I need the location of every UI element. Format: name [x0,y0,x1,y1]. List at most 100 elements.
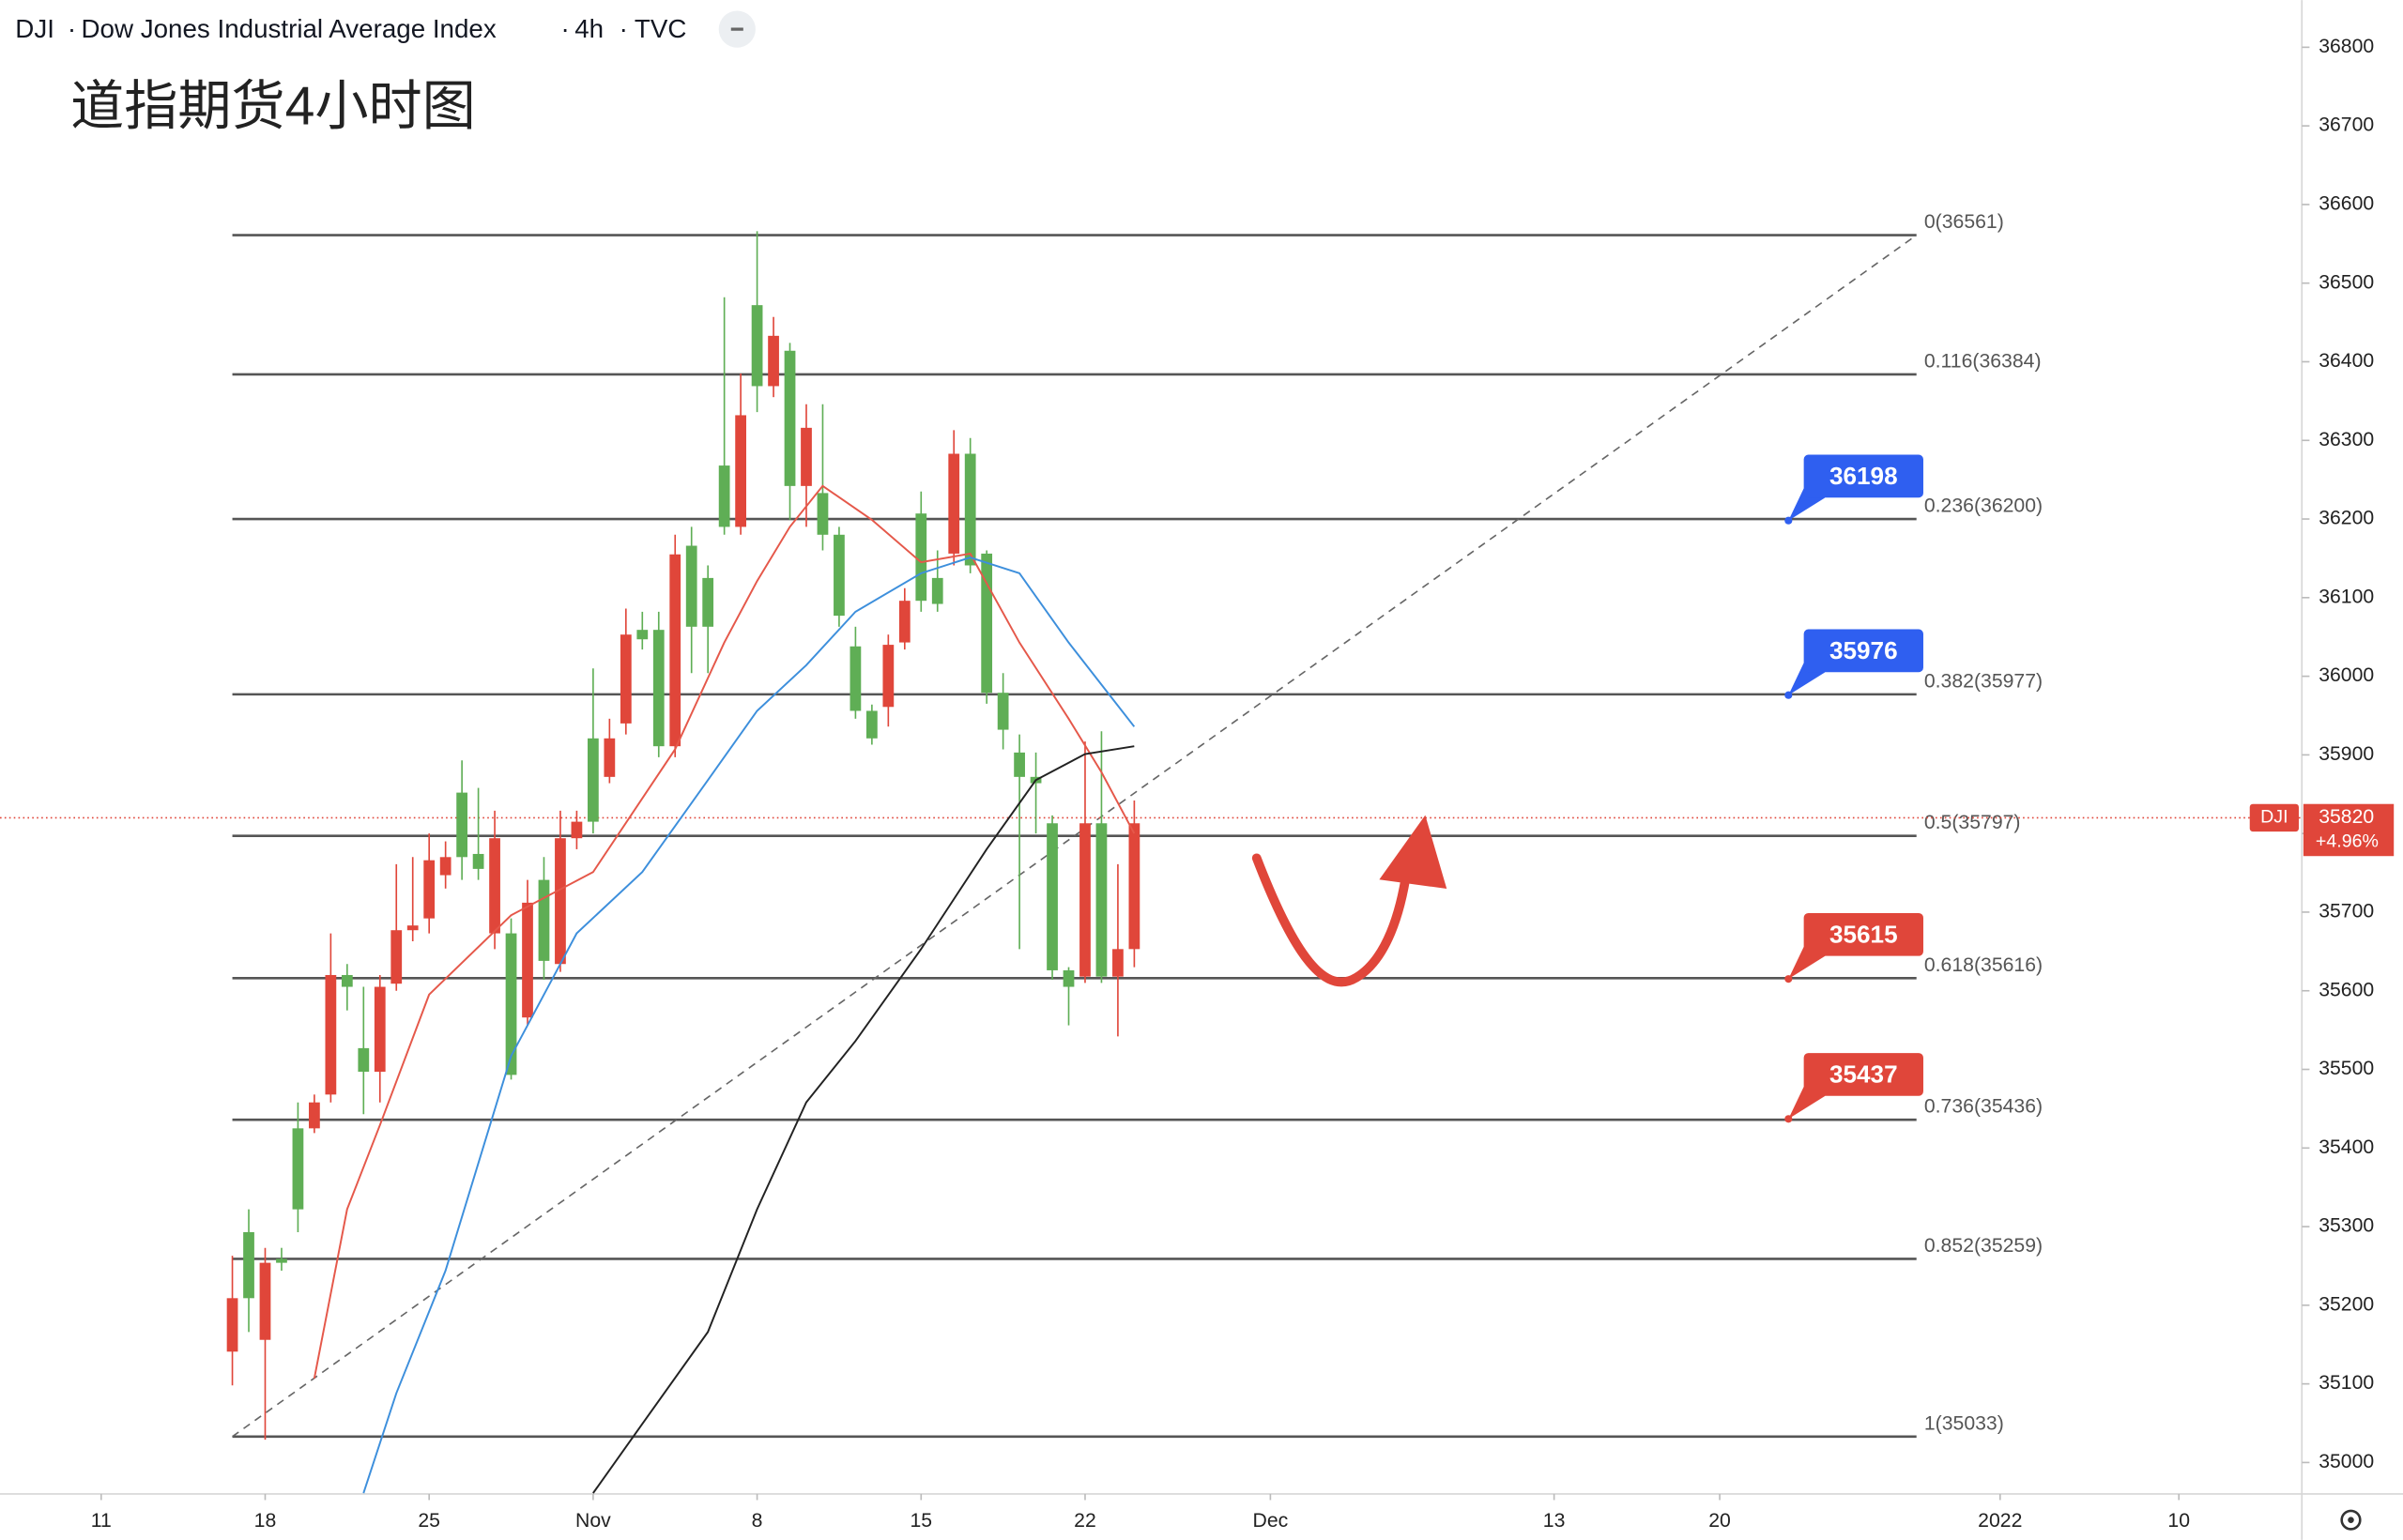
candle-body [505,933,517,1075]
y-tick-label: 35600 [2319,979,2374,1000]
y-tick-label: 35400 [2319,1136,2374,1158]
arrow-curve [1251,853,1412,987]
fib-label: 1(35033) [1924,1412,2004,1434]
y-tick-label: 36400 [2319,350,2374,372]
separator: · [68,14,76,43]
candle-body [259,1262,271,1340]
x-tick-label: 11 [91,1510,112,1532]
candle-body [997,693,1009,730]
arrow-head [1379,815,1447,890]
price-tag [1803,629,1923,673]
candle-body [226,1298,238,1352]
last-price-box [2303,803,2395,857]
plot: 0(36561) 0.116(36384) 0.236(36200) 0.382(35… [0,211,2303,1494]
candle-body [1063,969,1075,987]
moving-average [362,557,1136,1494]
candle-body [522,902,533,1018]
price-tag-label: 35976 [1829,636,1898,664]
candle-body [1014,752,1025,777]
x-tick-label: 15 [910,1510,932,1532]
source: TVC [635,14,686,43]
last-price-symbol-box [2249,803,2299,832]
candle-body [718,465,730,527]
candle-body [341,974,353,987]
candle-body [243,1231,254,1299]
candle-body [849,646,862,711]
candle-body [931,577,943,604]
candle-body [636,630,649,640]
candle-body [702,577,714,627]
separator: · [561,14,570,43]
candle-body [1095,823,1108,977]
candle-body [652,630,665,747]
candle-body [768,335,779,387]
x-tick-label: 10 [2167,1510,2190,1532]
candle-body [588,738,599,822]
candle-body [571,821,583,839]
last-price-change: +4.96% [2316,831,2379,852]
x-tick-label: 8 [752,1510,763,1532]
separator: · [620,14,628,43]
price-tag-label: 36198 [1829,462,1898,490]
moving-average [313,484,1136,1380]
price-tag-label: 35615 [1829,920,1898,948]
candle-body [981,553,993,694]
candle-body [1079,823,1091,977]
candle-body [1047,823,1058,970]
last-price-symbol: DJI [2260,807,2288,828]
x-tick-label: 2022 [1978,1510,2022,1532]
candle-body [669,554,681,747]
candle-body [439,857,452,876]
y-tick-label: 36700 [2319,114,2374,136]
price-tag [1803,912,1923,956]
price-tag [1803,454,1923,498]
chart-title: 道指期货4小时图 [70,77,476,137]
x-tick-label: 13 [1543,1510,1566,1532]
candle-body [358,1047,370,1073]
settings-icon[interactable] [2340,1509,2362,1531]
x-tick-label: 20 [1708,1510,1731,1532]
candle-body [325,974,337,1095]
y-tick-label: 35500 [2319,1058,2374,1079]
x-tick-label: Dec [1253,1510,1289,1532]
y-tick-label: 35700 [2319,901,2374,922]
last-price-value: 35820 [2319,806,2374,828]
fib-label: 0.736(35436) [1924,1096,2043,1118]
fib-label: 0(36561) [1924,211,2004,233]
fib-label: 0.116(36384) [1924,350,2042,372]
x-tick-label: 25 [418,1510,440,1532]
y-tick-label: 35100 [2319,1372,2374,1394]
price-tag-label: 35437 [1829,1060,1898,1088]
candle-body [374,986,386,1073]
y-tick-label: 36100 [2319,586,2374,607]
fib-label: 0.5(35797) [1924,812,2021,833]
candle-body [865,710,878,739]
candle-body [882,645,895,708]
moving-average [592,745,1135,1494]
x-tick-label: 22 [1074,1510,1096,1532]
candle-body [801,427,812,486]
candle-body [292,1128,304,1210]
candle-body [472,853,484,869]
fib-label: 0.382(35977) [1924,670,2043,692]
gear [2340,1509,2362,1531]
candle-body [964,453,976,566]
candle-body [948,453,960,554]
candle-body [817,493,829,535]
fib-label: 0.852(35259) [1924,1235,2043,1257]
candle-body [489,838,500,934]
y-tick-label: 36600 [2319,193,2374,215]
candle-body [751,305,763,387]
y-tick-label: 35300 [2319,1215,2374,1237]
y-tick-label: 35900 [2319,743,2374,765]
symbol-name: Dow Jones Industrial Average Index [82,14,497,43]
candle-body [456,792,468,858]
y-tick-label: 35200 [2319,1293,2374,1315]
candle-body [538,879,550,961]
candle-body [423,860,436,919]
y-tick-label: 36500 [2319,271,2374,293]
candle-body [555,838,566,965]
y-tick-label: 36300 [2319,429,2374,450]
y-tick-label: 36000 [2319,664,2374,686]
